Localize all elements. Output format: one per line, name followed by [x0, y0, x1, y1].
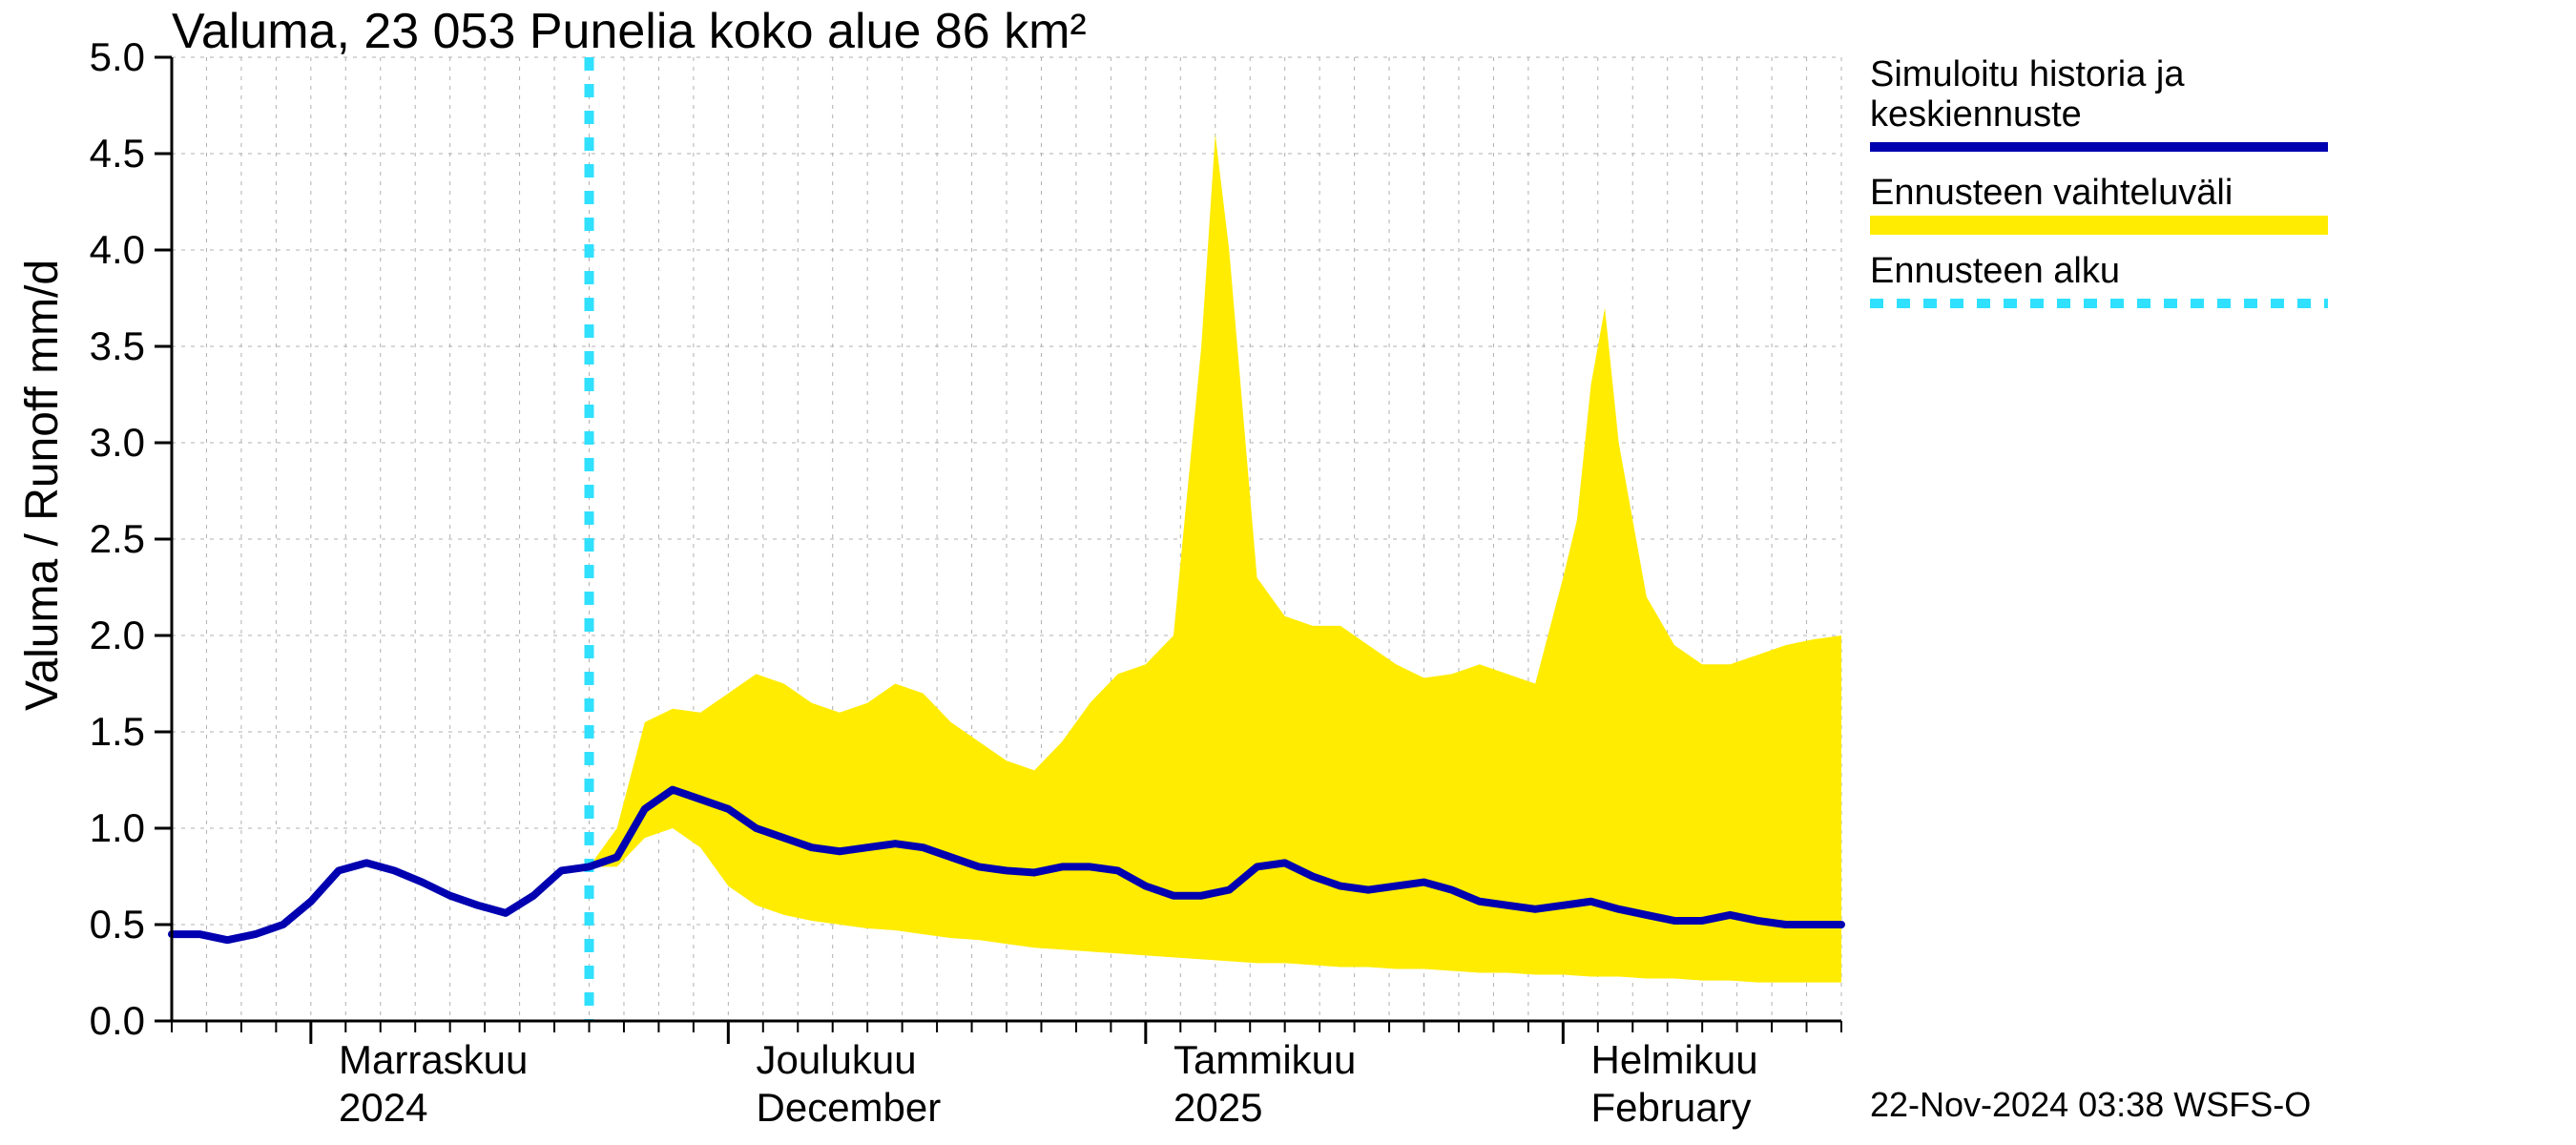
legend-label: Ennusteen vaihteluväli [1870, 173, 2233, 213]
x-month-sublabel: February [1591, 1085, 1752, 1130]
chart-title: Valuma, 23 053 Punelia koko alue 86 km² [172, 4, 1087, 59]
x-month-sublabel: 2024 [339, 1085, 427, 1130]
chart-footer: 22-Nov-2024 03:38 WSFS-O [1870, 1085, 2311, 1124]
y-tick-label: 5.0 [90, 34, 145, 79]
x-month-label: Joulukuu [757, 1037, 917, 1082]
y-tick-label: 0.5 [90, 902, 145, 947]
x-month-sublabel: 2025 [1174, 1085, 1262, 1130]
y-tick-label: 3.0 [90, 420, 145, 465]
runoff-forecast-chart: 0.0 0.5 1.0 1.5 2.0 2.5 3.0 3.5 4.0 4.5 5.0 Marrask… [0, 0, 2576, 1145]
y-tick-label: 1.5 [90, 709, 145, 754]
y-tick-label: 1.0 [90, 805, 145, 850]
x-month-label: Marraskuu [339, 1037, 528, 1082]
legend-marker [1870, 216, 2328, 235]
y-tick-label: 4.0 [90, 227, 145, 272]
x-month-sublabel: December [757, 1085, 942, 1130]
y-tick-label: 0.0 [90, 998, 145, 1043]
y-axis-label: Valuma / Runoff mm/d [17, 260, 68, 711]
legend-label: Simuloitu historia ja [1870, 54, 2185, 94]
legend-label: Ennusteen alku [1870, 251, 2120, 291]
chart-svg: 0.0 0.5 1.0 1.5 2.0 2.5 3.0 3.5 4.0 4.5 5.0 Marrask… [0, 0, 2576, 1145]
y-tick-label: 3.5 [90, 323, 145, 368]
legend-label: keskiennuste [1870, 94, 2082, 135]
y-tick-label: 4.5 [90, 131, 145, 176]
y-tick-label: 2.5 [90, 516, 145, 561]
y-tick-label: 2.0 [90, 613, 145, 657]
x-month-label: Helmikuu [1591, 1037, 1758, 1082]
x-month-label: Tammikuu [1174, 1037, 1356, 1082]
